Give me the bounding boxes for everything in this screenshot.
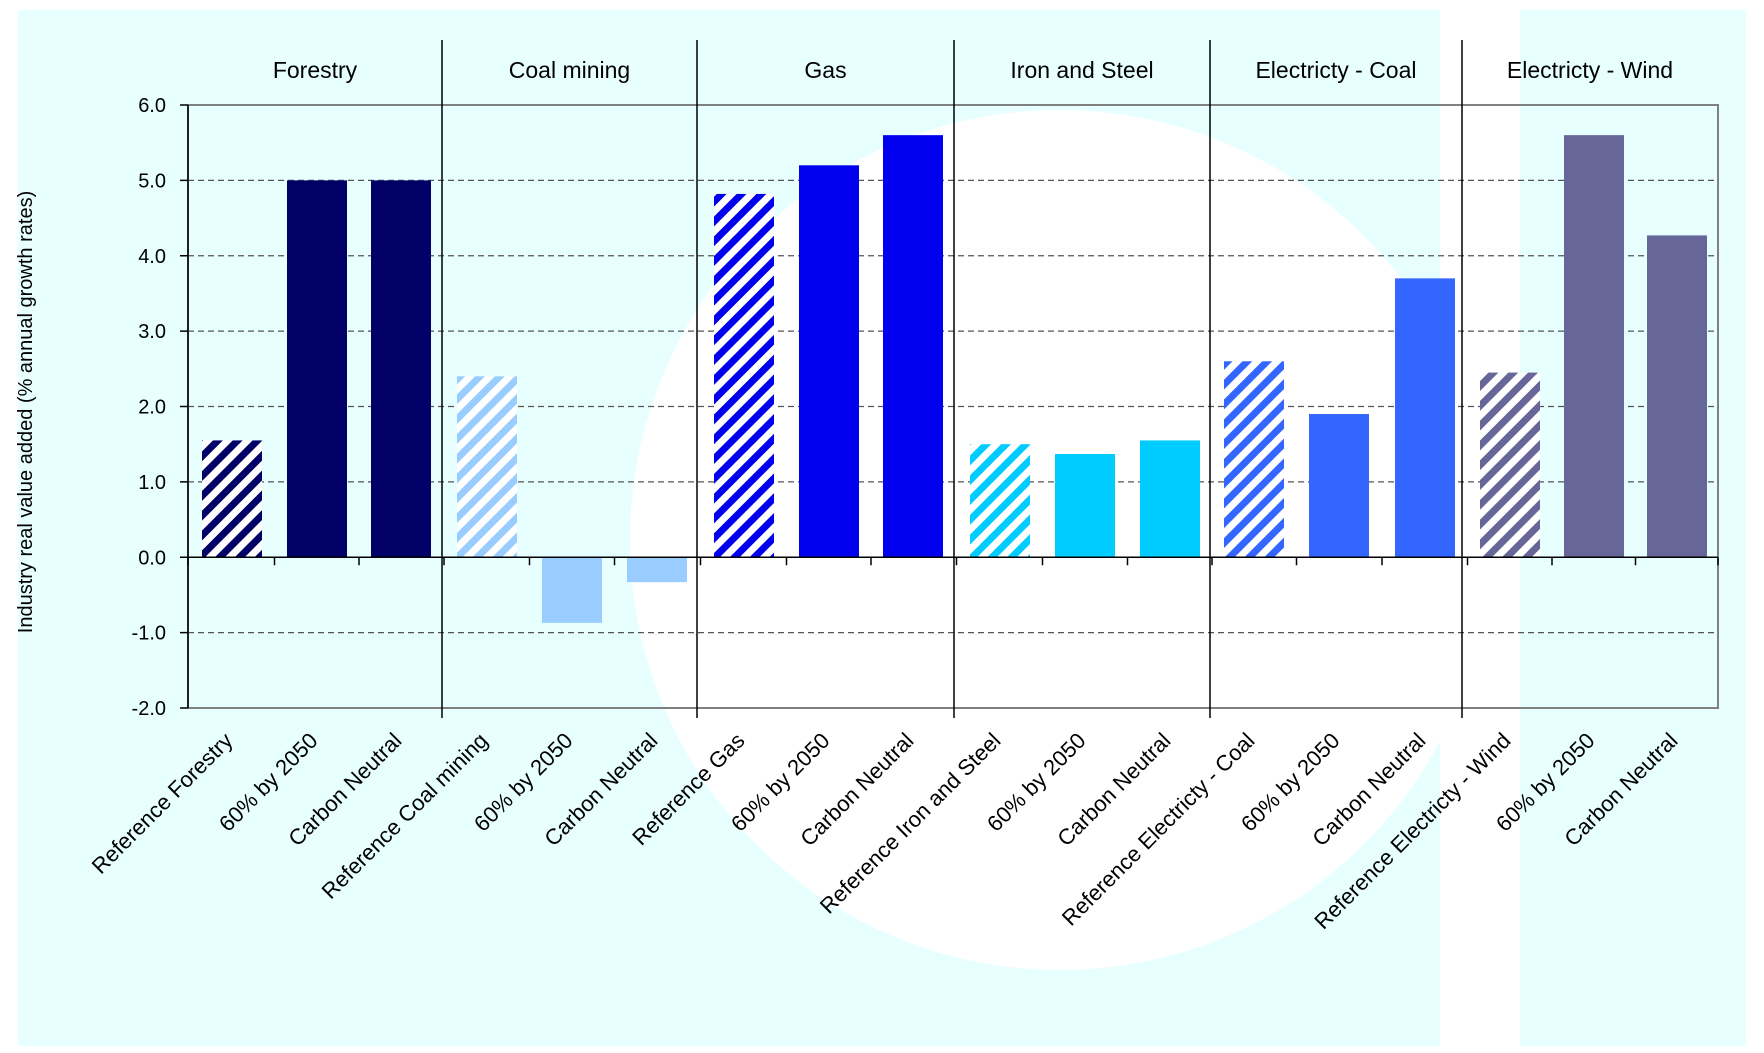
y-tick-label: 0.0 — [138, 547, 166, 569]
bar — [1055, 454, 1115, 557]
y-tick-label: 1.0 — [138, 472, 166, 494]
bar — [542, 557, 602, 623]
bar — [202, 440, 262, 557]
bar — [1480, 373, 1540, 558]
y-tick-label: 6.0 — [138, 95, 166, 117]
group-header: Electricty - Coal — [1255, 57, 1416, 83]
y-axis-label: Industry real value added (% annual grow… — [15, 191, 37, 633]
y-tick-label: 4.0 — [138, 246, 166, 268]
y-tick-label: -2.0 — [132, 698, 166, 720]
bar — [457, 376, 517, 557]
y-tick-label: 2.0 — [138, 397, 166, 419]
group-header: Coal mining — [509, 57, 630, 83]
bar — [799, 165, 859, 557]
bar — [1309, 414, 1369, 557]
group-header: Electricty - Wind — [1507, 57, 1673, 83]
bar — [1564, 135, 1624, 557]
bar — [1224, 361, 1284, 557]
bar — [970, 444, 1030, 557]
group-header: Iron and Steel — [1010, 57, 1153, 83]
y-tick-label: 5.0 — [138, 170, 166, 192]
bar — [627, 557, 687, 582]
bar — [287, 180, 347, 557]
y-tick-label: 3.0 — [138, 321, 166, 343]
group-header: Gas — [804, 57, 846, 83]
bar — [1647, 235, 1707, 557]
group-header: Forestry — [273, 57, 358, 83]
bar — [1395, 278, 1455, 557]
bar — [714, 194, 774, 557]
bar — [883, 135, 943, 557]
y-tick-label: -1.0 — [132, 623, 166, 645]
bar — [1140, 440, 1200, 557]
bar — [371, 180, 431, 557]
